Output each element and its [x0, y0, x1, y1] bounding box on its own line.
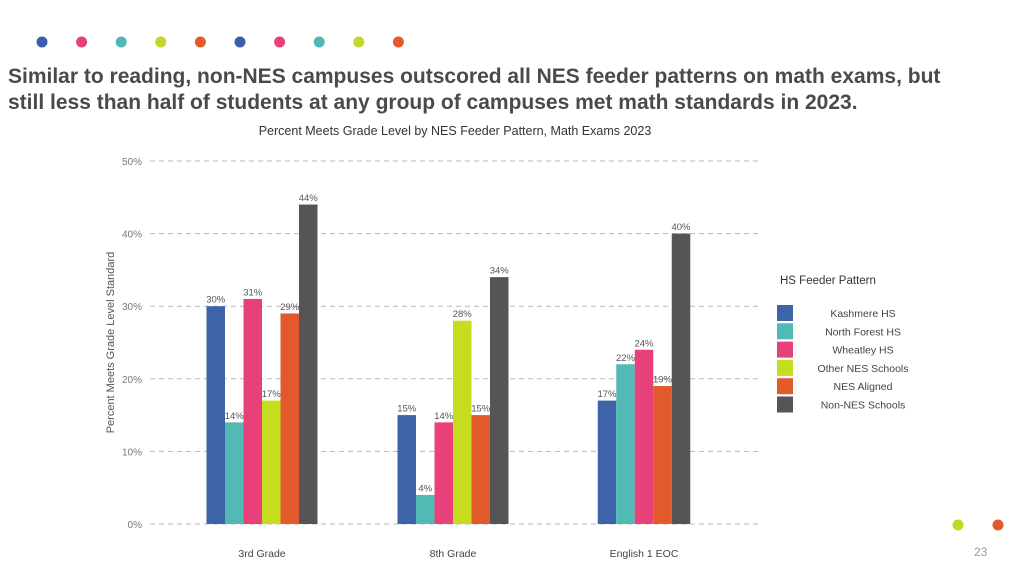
data-label: 31%	[243, 287, 263, 298]
y-tick-label: 0%	[128, 520, 143, 531]
data-label: 4%	[418, 483, 432, 494]
x-tick-label: 8th Grade	[430, 548, 477, 560]
decorative-dot	[76, 36, 88, 48]
y-axis-label: Percent Meets Grade Level Standard	[105, 252, 117, 434]
data-label: 28%	[453, 309, 473, 320]
legend-swatch	[777, 305, 793, 321]
legend-title: HS Feeder Pattern	[780, 275, 876, 287]
bar	[416, 494, 435, 524]
y-tick-label: 10%	[122, 447, 142, 458]
y-tick-label: 50%	[122, 157, 142, 168]
data-label: 15%	[471, 404, 491, 415]
legend-swatch	[777, 323, 793, 340]
headline-line-1: Similar to reading, non-NES campuses out…	[8, 65, 941, 88]
data-label: 40%	[671, 222, 691, 233]
chart-title: Percent Meets Grade Level by NES Feeder …	[259, 124, 652, 138]
data-label: 24%	[634, 338, 654, 349]
legend-label: Other NES Schools	[817, 363, 908, 375]
data-label: 15%	[397, 404, 417, 415]
bar	[653, 386, 672, 524]
decorative-dots-top	[36, 36, 404, 48]
data-label: 14%	[225, 411, 245, 422]
bar	[225, 422, 244, 524]
data-label: 19%	[653, 375, 673, 386]
legend-label: Wheatley HS	[832, 345, 893, 357]
bar	[243, 298, 262, 524]
bar	[616, 364, 635, 524]
y-tick-label: 20%	[122, 375, 142, 386]
decorative-dot	[313, 36, 325, 48]
bar	[634, 349, 654, 524]
decorative-dot	[36, 36, 48, 48]
legend-swatch	[777, 396, 793, 413]
bar	[471, 415, 490, 524]
bar	[206, 306, 225, 524]
decorative-dot	[194, 36, 206, 48]
decorative-dot	[115, 36, 127, 48]
bar	[671, 233, 691, 524]
headline: Similar to reading, non-NES campuses out…	[8, 64, 1018, 116]
bar	[490, 277, 509, 524]
data-label: 29%	[280, 302, 300, 313]
bar	[434, 422, 453, 524]
legend-label: Kashmere HS	[830, 308, 895, 320]
decorative-dot	[392, 36, 404, 48]
x-tick-label: 3rd Grade	[238, 548, 285, 560]
decorative-dot	[234, 36, 246, 48]
bar	[299, 204, 318, 524]
bar	[597, 400, 617, 524]
data-label: 22%	[616, 353, 636, 364]
decorative-dot	[274, 36, 286, 48]
y-tick-label: 40%	[122, 230, 142, 241]
legend-label: North Forest HS	[825, 326, 901, 338]
data-label: 17%	[262, 389, 282, 400]
bar	[262, 400, 281, 524]
legend-swatch	[777, 359, 793, 376]
data-label: 17%	[597, 389, 617, 400]
bar	[453, 320, 472, 524]
bar	[397, 415, 416, 524]
x-tick-label: English 1 EOC	[610, 548, 679, 560]
legend-label: NES Aligned	[834, 381, 893, 393]
decorative-dot	[353, 36, 365, 48]
page-number: 23	[974, 545, 988, 559]
bar-chart: Percent Meets Grade Level by NES Feeder …	[105, 124, 909, 560]
data-label: 34%	[490, 266, 510, 277]
data-label: 44%	[299, 193, 319, 204]
legend-swatch	[777, 341, 793, 358]
legend-label: Non-NES Schools	[821, 400, 906, 412]
headline-line-2: still less than half of students at any …	[8, 91, 858, 114]
decorative-dot	[155, 36, 167, 48]
bar	[280, 313, 299, 524]
data-label: 30%	[206, 295, 226, 306]
y-tick-label: 30%	[122, 302, 142, 313]
legend-swatch	[777, 378, 793, 395]
data-label: 14%	[434, 411, 454, 422]
